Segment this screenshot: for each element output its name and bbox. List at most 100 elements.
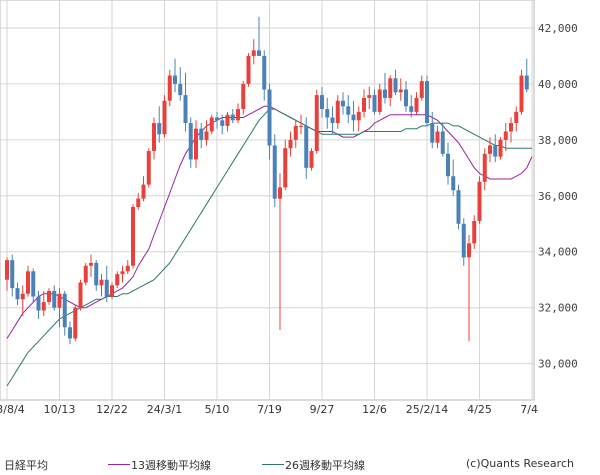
y-tick-label: 40,000 <box>538 78 578 91</box>
candle-body <box>435 131 440 143</box>
candle-down <box>188 117 193 168</box>
candle-up <box>141 176 146 202</box>
y-tick-label: 32,000 <box>538 302 578 315</box>
candle-up <box>498 137 503 160</box>
candle-body <box>104 279 109 297</box>
candle-down <box>409 95 414 118</box>
candle-body <box>78 282 83 308</box>
candle-up <box>241 81 246 115</box>
candle-body <box>10 260 15 289</box>
candle-down <box>36 290 41 319</box>
candle-down <box>10 254 15 297</box>
candle-down <box>62 290 67 336</box>
candle-body <box>341 100 345 107</box>
candle-up <box>89 254 93 277</box>
candles <box>5 16 529 345</box>
candle-up <box>5 257 9 291</box>
candle-body <box>262 55 267 90</box>
candle-body <box>488 145 492 154</box>
candle-up <box>83 262 88 286</box>
candle-up <box>73 304 78 342</box>
y-tick-label: 34,000 <box>538 246 578 259</box>
y-tick-label: 42,000 <box>538 22 578 35</box>
candle-down <box>52 285 57 311</box>
candle-body <box>131 206 135 266</box>
candle-body <box>215 117 219 121</box>
candle-body <box>393 78 398 93</box>
candle-body <box>246 55 251 84</box>
candle-body <box>141 184 146 199</box>
candle-up <box>278 173 282 331</box>
plot-area <box>0 0 535 401</box>
candle-body <box>31 271 36 297</box>
candle-up <box>309 148 314 171</box>
y-tick-label: 36,000 <box>538 190 578 203</box>
candle-up <box>435 125 440 149</box>
candle-body <box>467 243 471 258</box>
candle-down <box>220 114 225 135</box>
candle-body <box>461 223 466 258</box>
candle-up <box>293 120 298 149</box>
candle-down <box>230 109 235 124</box>
candle-body <box>125 265 130 272</box>
candle-body <box>362 97 366 112</box>
candle-down <box>440 123 445 157</box>
candle-up <box>356 106 361 132</box>
candle-up <box>26 265 30 297</box>
candle-body <box>178 83 183 96</box>
candle-down <box>461 218 466 266</box>
candle-down <box>446 142 450 185</box>
candle-down <box>493 134 498 163</box>
candle-body <box>225 114 230 126</box>
candle-body <box>509 123 513 132</box>
candle-down <box>31 268 36 303</box>
candle-body <box>89 262 93 266</box>
legend-label-26week: 26週移動平均線 <box>285 459 365 472</box>
candle-up <box>246 53 251 87</box>
candle-up <box>488 137 492 163</box>
source-credit: (c)Quants Research <box>466 457 574 470</box>
candle-body <box>257 50 261 56</box>
candle-body <box>283 148 288 188</box>
candle-down <box>173 58 177 93</box>
candle-body <box>68 327 72 339</box>
gridlines <box>0 0 534 400</box>
candle-up <box>367 86 372 110</box>
candle-up <box>115 271 120 289</box>
candle-body <box>404 89 408 107</box>
candle-body <box>62 293 67 328</box>
candle-down <box>430 111 435 149</box>
chart-title: 日経平均 <box>4 459 48 472</box>
candle-body <box>335 100 340 124</box>
candle-body <box>472 220 477 244</box>
candle-body <box>267 89 272 146</box>
candle-body <box>514 111 519 124</box>
candle-body <box>272 145 277 199</box>
candle-down <box>94 260 99 291</box>
candle-body <box>73 307 78 339</box>
candle-up <box>414 92 419 115</box>
candle-body <box>519 75 524 112</box>
candle-body <box>162 100 167 135</box>
candle-down <box>272 134 277 207</box>
candle-up <box>225 111 230 132</box>
candle-body <box>209 117 214 132</box>
candle-body <box>451 176 456 191</box>
candle-up <box>467 234 471 342</box>
candle-body <box>278 187 282 199</box>
candle-body <box>188 123 193 160</box>
x-tick-label: 5/10 <box>205 403 230 416</box>
candle-up <box>131 204 135 269</box>
candle-body <box>304 125 309 168</box>
candle-up <box>299 114 303 135</box>
candle-up <box>20 285 25 317</box>
candle-body <box>47 290 51 303</box>
candle-body <box>493 145 498 157</box>
candle-down <box>15 282 20 305</box>
candle-body <box>351 114 356 121</box>
candle-down <box>383 72 387 104</box>
candle-down <box>267 83 272 160</box>
candle-up <box>167 69 172 107</box>
candle-up <box>152 117 156 160</box>
candle-down <box>372 89 377 115</box>
